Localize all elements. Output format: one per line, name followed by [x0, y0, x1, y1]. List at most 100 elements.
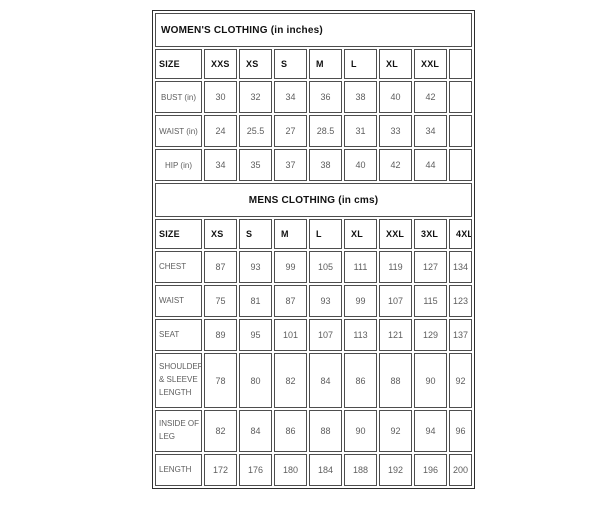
- value-cell: 80: [239, 353, 272, 408]
- table-row-length: LENGTH 172 176 180 184 188 192 196 200: [155, 454, 473, 486]
- column-header-cell: M: [274, 219, 307, 249]
- value-cell: 176: [239, 454, 272, 486]
- size-chart-table: WOMEN'S CLOTHING (in inches) SIZE XXS XS …: [152, 10, 476, 489]
- column-header-cell: XXL: [414, 49, 447, 79]
- value-cell: 36: [309, 81, 342, 113]
- value-cell: 81: [239, 285, 272, 317]
- value-cell: 24: [204, 115, 237, 147]
- column-header-cell: 3XL: [414, 219, 447, 249]
- value-cell: 38: [309, 149, 342, 181]
- value-cell: 78: [204, 353, 237, 408]
- mens-size-header-row: SIZE XS S M L XL XXL 3XL 4XL: [155, 219, 473, 249]
- mens-section-title: MENS CLOTHING (in cms): [155, 183, 473, 217]
- womens-title-text: WOMEN'S CLOTHING: [161, 24, 268, 36]
- value-cell: 107: [309, 319, 342, 351]
- value-cell: 184: [309, 454, 342, 486]
- row-label-cell: SEAT: [155, 319, 202, 351]
- value-cell: 88: [379, 353, 412, 408]
- mens-title-unit: (in cms): [338, 194, 379, 206]
- column-header-cell: S: [239, 219, 272, 249]
- womens-title-row: WOMEN'S CLOTHING (in inches): [155, 13, 473, 47]
- table-row-waist-w: WAIST (in) 24 25.5 27 28.5 31 33 34: [155, 115, 473, 147]
- value-cell: 92: [449, 353, 473, 408]
- column-header-cell: XXL: [379, 219, 412, 249]
- value-cell: 75: [204, 285, 237, 317]
- value-cell: 35: [239, 149, 272, 181]
- value-cell: 107: [379, 285, 412, 317]
- womens-section-title: WOMEN'S CLOTHING (in inches): [155, 13, 473, 47]
- value-cell: 84: [239, 410, 272, 452]
- empty-cell: [449, 115, 473, 147]
- value-cell: 172: [204, 454, 237, 486]
- row-label-cell: SHOULDER & SLEEVE LENGTH: [155, 353, 202, 408]
- value-cell: 86: [344, 353, 377, 408]
- value-cell: 84: [309, 353, 342, 408]
- value-cell: 25.5: [239, 115, 272, 147]
- value-cell: 94: [414, 410, 447, 452]
- empty-cell: [449, 81, 473, 113]
- value-cell: 28.5: [309, 115, 342, 147]
- empty-cell: [449, 149, 473, 181]
- column-header-cell: M: [309, 49, 342, 79]
- value-cell: 111: [344, 251, 377, 283]
- value-cell: 90: [414, 353, 447, 408]
- table-row-inside-leg: INSIDE OF LEG 82 84 86 88 90 92 94 96: [155, 410, 473, 452]
- value-cell: 37: [274, 149, 307, 181]
- value-cell: 88: [309, 410, 342, 452]
- column-header-cell: XL: [344, 219, 377, 249]
- value-cell: 33: [379, 115, 412, 147]
- value-cell: 137: [449, 319, 473, 351]
- value-cell: 127: [414, 251, 447, 283]
- value-cell: 93: [239, 251, 272, 283]
- value-cell: 188: [344, 454, 377, 486]
- value-cell: 95: [239, 319, 272, 351]
- value-cell: 115: [414, 285, 447, 317]
- column-header-cell: L: [344, 49, 377, 79]
- value-cell: 119: [379, 251, 412, 283]
- value-cell: 82: [204, 410, 237, 452]
- value-cell: 40: [344, 149, 377, 181]
- row-label-cell: BUST (in): [155, 81, 202, 113]
- table-row-shoulder-sleeve: SHOULDER & SLEEVE LENGTH 78 80 82 84 86 …: [155, 353, 473, 408]
- value-cell: 192: [379, 454, 412, 486]
- value-cell: 92: [379, 410, 412, 452]
- column-header-cell: XS: [239, 49, 272, 79]
- womens-size-label-cell: SIZE: [155, 49, 202, 79]
- womens-title-unit: (in inches): [270, 24, 323, 36]
- value-cell: 93: [309, 285, 342, 317]
- value-cell: 44: [414, 149, 447, 181]
- value-cell: 87: [274, 285, 307, 317]
- value-cell: 40: [379, 81, 412, 113]
- value-cell: 123: [449, 285, 473, 317]
- row-label-cell: CHEST: [155, 251, 202, 283]
- row-label-cell: INSIDE OF LEG: [155, 410, 202, 452]
- value-cell: 38: [344, 81, 377, 113]
- table-row-waist-m: WAIST 75 81 87 93 99 107 115 123: [155, 285, 473, 317]
- value-cell: 42: [379, 149, 412, 181]
- table-row-chest: CHEST 87 93 99 105 111 119 127 134: [155, 251, 473, 283]
- column-header-cell: XL: [379, 49, 412, 79]
- row-label-cell: WAIST: [155, 285, 202, 317]
- column-header-cell: L: [309, 219, 342, 249]
- mens-size-label-cell: SIZE: [155, 219, 202, 249]
- value-cell: 96: [449, 410, 473, 452]
- table-row-hip: HIP (in) 34 35 37 38 40 42 44: [155, 149, 473, 181]
- empty-header-cell: [449, 49, 473, 79]
- value-cell: 87: [204, 251, 237, 283]
- value-cell: 90: [344, 410, 377, 452]
- value-cell: 82: [274, 353, 307, 408]
- table-row-seat: SEAT 89 95 101 107 113 121 129 137: [155, 319, 473, 351]
- value-cell: 34: [414, 115, 447, 147]
- value-cell: 86: [274, 410, 307, 452]
- value-cell: 121: [379, 319, 412, 351]
- value-cell: 101: [274, 319, 307, 351]
- womens-size-header-row: SIZE XXS XS S M L XL XXL: [155, 49, 473, 79]
- value-cell: 200: [449, 454, 473, 486]
- row-label-cell: WAIST (in): [155, 115, 202, 147]
- table-row-bust: BUST (in) 30 32 34 36 38 40 42: [155, 81, 473, 113]
- value-cell: 34: [204, 149, 237, 181]
- mens-title-text: MENS CLOTHING: [248, 194, 336, 206]
- mens-title-row: MENS CLOTHING (in cms): [155, 183, 473, 217]
- value-cell: 129: [414, 319, 447, 351]
- column-header-cell: 4XL: [449, 219, 473, 249]
